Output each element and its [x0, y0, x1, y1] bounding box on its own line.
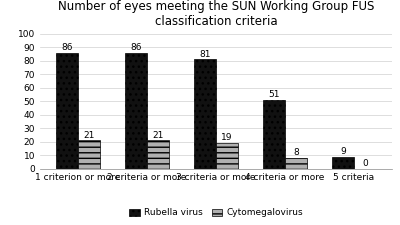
Text: 9: 9 [340, 147, 346, 156]
Text: 21: 21 [84, 131, 95, 140]
Text: 19: 19 [221, 133, 233, 142]
Bar [78, 140, 100, 169]
Bar [125, 53, 147, 169]
Bar [263, 100, 285, 169]
Text: 8: 8 [293, 148, 299, 157]
Title: Number of eyes meeting the SUN Working Group FUS
classification criteria: Number of eyes meeting the SUN Working G… [58, 0, 374, 28]
Bar [285, 158, 307, 169]
Text: 51: 51 [268, 90, 280, 99]
Bar [332, 157, 354, 169]
Legend: Rubella virus, Cytomegalovirus: Rubella virus, Cytomegalovirus [126, 205, 306, 221]
Bar [147, 140, 169, 169]
Bar [194, 59, 216, 169]
Text: 21: 21 [152, 131, 164, 140]
Text: 81: 81 [199, 50, 211, 59]
Text: 0: 0 [362, 159, 368, 168]
Text: 86: 86 [130, 43, 142, 52]
Bar [56, 53, 78, 169]
Bar [216, 143, 238, 169]
Text: 86: 86 [61, 43, 73, 52]
